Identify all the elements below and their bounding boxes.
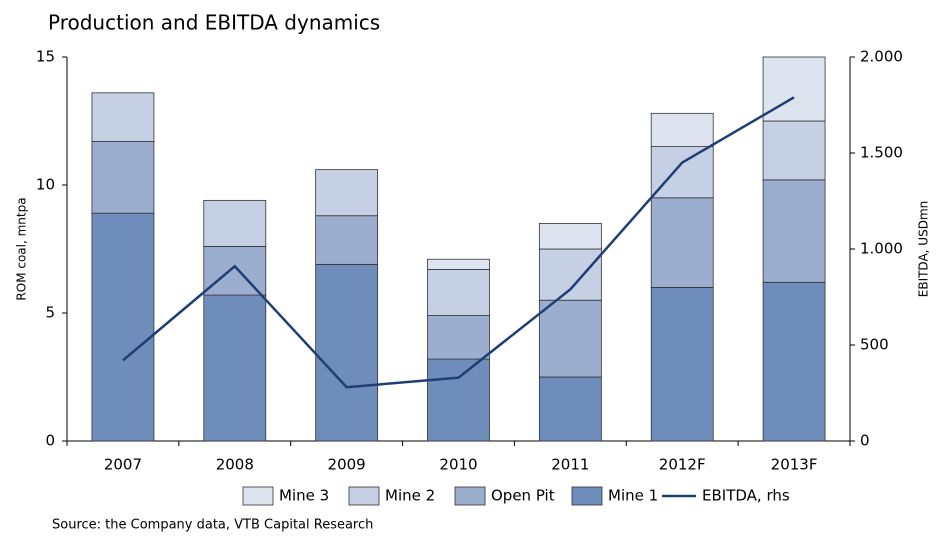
y2-tick-label: 500 bbox=[860, 336, 889, 354]
y-tick-label: 15 bbox=[36, 48, 55, 66]
x-tick-label: 2011 bbox=[551, 456, 589, 474]
legend-swatch bbox=[242, 486, 274, 506]
bar-segment bbox=[762, 179, 826, 283]
bar-segment bbox=[91, 212, 155, 442]
bar-segment bbox=[427, 269, 490, 316]
source-note: Source: the Company data, VTB Capital Re… bbox=[52, 518, 373, 533]
bar-segment bbox=[650, 286, 714, 442]
bar-segment bbox=[427, 258, 490, 270]
y2-tick-label: 1.000 bbox=[860, 240, 903, 258]
bar-segment bbox=[315, 215, 379, 265]
bar-segment bbox=[203, 199, 267, 247]
bar-segment bbox=[315, 263, 379, 442]
y2-tick-label: 0 bbox=[860, 432, 870, 450]
bar-segment bbox=[538, 222, 602, 250]
legend-swatch bbox=[571, 486, 603, 506]
x-tick-label: 2007 bbox=[104, 456, 142, 474]
bar-segment bbox=[762, 281, 826, 442]
bar-segment bbox=[427, 358, 490, 442]
x-tick-label: 2008 bbox=[216, 456, 254, 474]
legend-label: Mine 1 bbox=[608, 487, 658, 505]
legend-label: Mine 3 bbox=[279, 487, 329, 505]
bar-segment bbox=[203, 294, 267, 442]
bar-segment bbox=[91, 141, 155, 214]
bar-segment bbox=[538, 299, 602, 378]
bar-segment bbox=[203, 246, 267, 296]
y2-tick-label: 1.500 bbox=[860, 144, 903, 162]
bar-segment bbox=[650, 112, 714, 147]
bar-segment bbox=[538, 376, 602, 442]
x-tick-label: 2013F bbox=[771, 456, 818, 474]
y-axis-label: ROM coal, mntpa bbox=[15, 197, 29, 300]
bar-segment bbox=[762, 120, 826, 181]
x-tick-label: 2012F bbox=[659, 456, 706, 474]
y-tick-label: 5 bbox=[45, 304, 55, 322]
x-tick-label: 2010 bbox=[439, 456, 477, 474]
y-tick-label: 0 bbox=[45, 432, 55, 450]
legend-swatch bbox=[348, 486, 380, 506]
bar-segment bbox=[538, 248, 602, 301]
legend-swatch bbox=[454, 486, 486, 506]
bar-segment bbox=[427, 315, 490, 360]
legend-label: Open Pit bbox=[491, 487, 555, 505]
y2-axis-label: EBITDA, USDmn bbox=[917, 201, 931, 298]
ebitda-line bbox=[122, 96, 795, 389]
legend-label: EBITDA, rhs bbox=[702, 487, 790, 505]
bar-segment bbox=[650, 146, 714, 199]
chart-title: Production and EBITDA dynamics bbox=[48, 11, 380, 35]
bar-segment bbox=[315, 169, 379, 217]
bar-segment bbox=[650, 197, 714, 288]
bar-segment bbox=[91, 92, 155, 142]
legend-label: Mine 2 bbox=[385, 487, 435, 505]
x-tick-label: 2009 bbox=[328, 456, 366, 474]
y-tick-label: 10 bbox=[36, 176, 55, 194]
y2-tick-label: 2.000 bbox=[860, 48, 903, 66]
